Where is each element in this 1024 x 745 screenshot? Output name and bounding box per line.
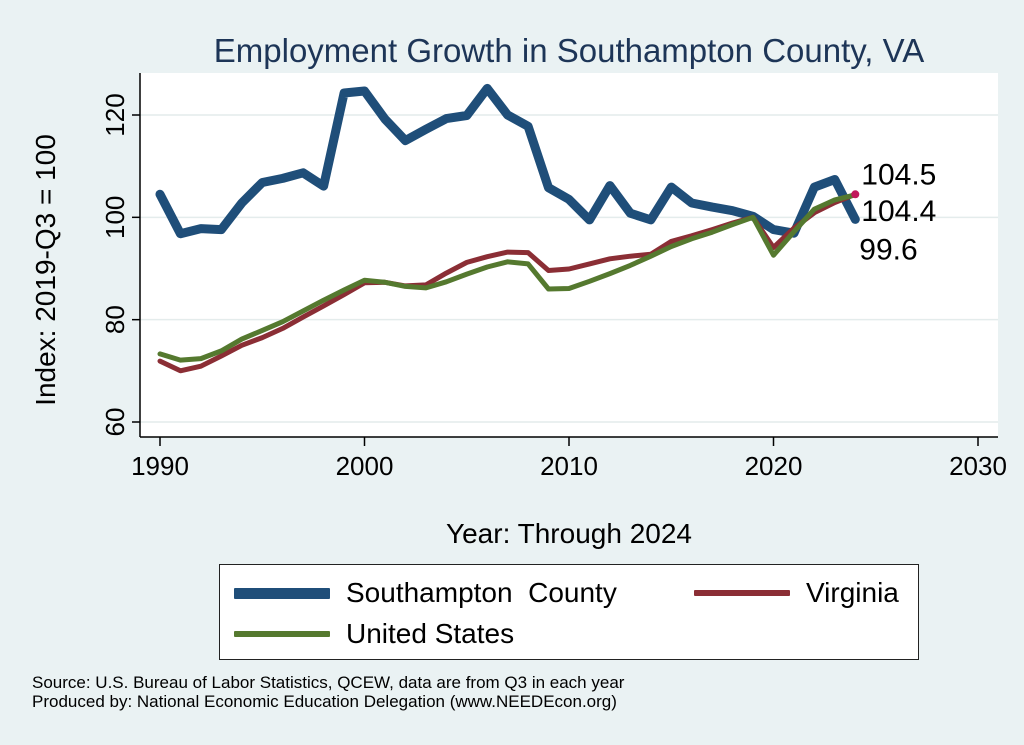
y-tick-label-100: 100 — [100, 196, 130, 239]
y-tick-label-80: 80 — [100, 305, 130, 334]
x-tick-label-2010: 2010 — [540, 451, 598, 481]
end-labels: 104.5 104.4 99.6 — [859, 158, 936, 266]
end-point-marker — [851, 190, 860, 199]
end-label-2: 99.6 — [859, 233, 917, 266]
legend-swatch-southampton — [234, 587, 330, 599]
y-tick-label-120: 120 — [100, 93, 130, 136]
legend-swatch-virginia — [694, 590, 790, 596]
producer-line: Produced by: National Economic Education… — [32, 692, 617, 711]
x-tick-label-2020: 2020 — [745, 451, 803, 481]
legend-label-southampton: Southampton County — [346, 577, 617, 608]
x-axis-label: Year: Through 2024 — [446, 518, 692, 549]
y-axis-label: Index: 2019-Q3 = 100 — [30, 134, 61, 406]
x-tick-label-1990: 1990 — [131, 451, 189, 481]
x-tick-label-2030: 2030 — [949, 451, 1007, 481]
legend-label-virginia: Virginia — [806, 577, 899, 608]
source-line: Source: U.S. Bureau of Labor Statistics,… — [32, 673, 625, 692]
end-label-1: 104.4 — [861, 195, 936, 228]
end-label-0: 104.5 — [861, 158, 936, 191]
series-line-southampton-county — [155, 83, 860, 239]
legend-label-united-states: United States — [346, 618, 515, 649]
legend-item-united-states: United States — [234, 618, 514, 650]
x-tick-label-2000: 2000 — [336, 451, 394, 481]
chart-title: Employment Growth in Southampton County,… — [214, 32, 924, 69]
legend: Southampton County Virginia United State… — [219, 564, 919, 660]
plot-area — [140, 73, 998, 437]
source-note: Source: U.S. Bureau of Labor Statistics,… — [32, 673, 624, 711]
legend-item-virginia: Virginia — [694, 577, 899, 609]
series-line-united-states — [157, 192, 858, 363]
axes: 60 80 100 120 1990 2000 2010 2020 2030 — [100, 73, 1007, 481]
series-lines — [155, 83, 860, 374]
y-tick-label-60: 60 — [100, 408, 130, 437]
legend-item-southampton: Southampton County — [234, 577, 617, 609]
legend-swatch-united-states — [234, 631, 330, 637]
